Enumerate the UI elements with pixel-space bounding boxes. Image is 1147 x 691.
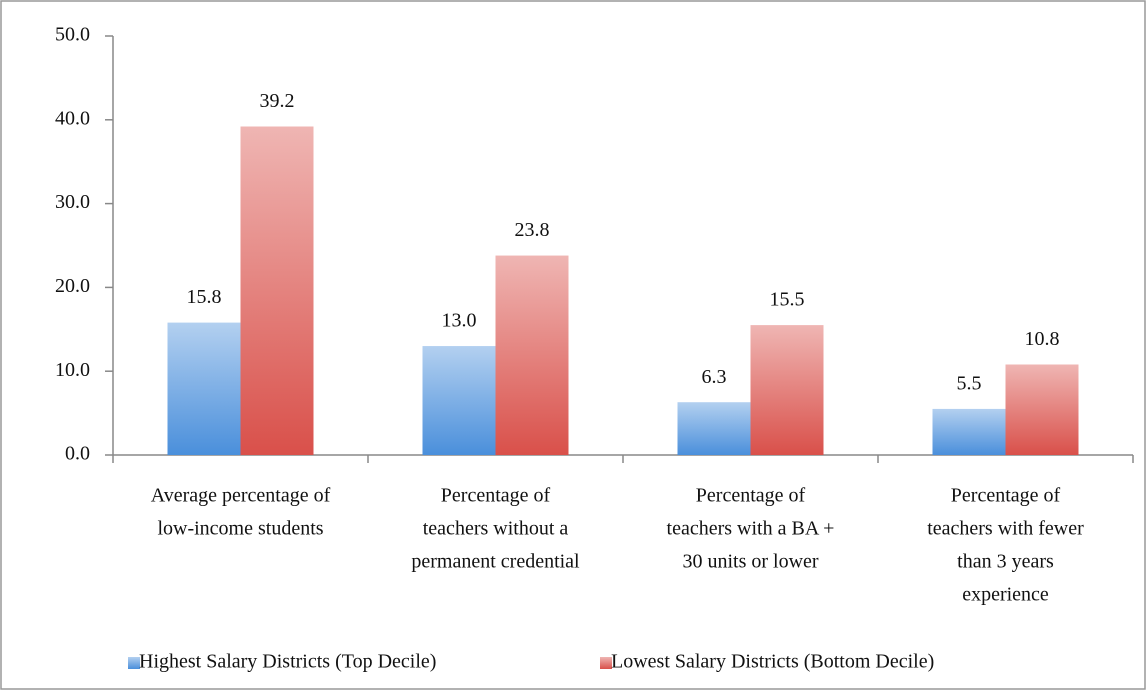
value-label: 10.8 xyxy=(1025,328,1060,350)
x-tick-label: Percentage of xyxy=(696,485,806,507)
legend-label: Highest Salary Districts (Top Decile) xyxy=(139,651,436,673)
y-tick-label: 20.0 xyxy=(55,275,90,297)
x-tick-label: Percentage of xyxy=(441,485,551,507)
value-label: 15.5 xyxy=(770,289,805,311)
x-tick-label: 30 units or lower xyxy=(682,551,818,573)
value-label: 6.3 xyxy=(702,366,727,388)
x-tick-label: teachers with fewer xyxy=(927,518,1084,540)
value-label: 13.0 xyxy=(442,310,477,332)
x-tick-label: permanent credential xyxy=(411,551,580,573)
bar xyxy=(1005,364,1079,455)
y-tick-label: 30.0 xyxy=(55,191,90,213)
bar xyxy=(677,402,751,455)
y-tick-label: 10.0 xyxy=(55,359,90,381)
x-tick-label: teachers without a xyxy=(423,518,569,540)
x-tick-label: experience xyxy=(962,584,1049,606)
bar xyxy=(240,126,314,455)
value-label: 5.5 xyxy=(957,373,982,395)
value-label: 23.8 xyxy=(515,219,550,241)
legend-swatch xyxy=(128,657,140,669)
legend-swatch xyxy=(600,657,612,669)
y-tick-label: 50.0 xyxy=(55,24,90,46)
y-tick-label: 0.0 xyxy=(65,443,90,465)
value-label: 15.8 xyxy=(187,286,222,308)
value-label: 39.2 xyxy=(260,90,295,112)
x-tick-label: Average percentage of xyxy=(151,485,331,507)
x-tick-label: Percentage of xyxy=(951,485,1061,507)
bar xyxy=(167,322,241,455)
x-tick-label: teachers with a BA + xyxy=(667,518,835,540)
x-tick-label: low-income students xyxy=(157,518,323,540)
legend-label: Lowest Salary Districts (Bottom Decile) xyxy=(611,651,934,673)
x-tick-label: than 3 years xyxy=(957,551,1054,573)
bar xyxy=(932,408,1006,455)
bar xyxy=(750,325,824,455)
y-tick-label: 40.0 xyxy=(55,107,90,129)
bar xyxy=(422,346,496,455)
bar xyxy=(495,255,569,455)
